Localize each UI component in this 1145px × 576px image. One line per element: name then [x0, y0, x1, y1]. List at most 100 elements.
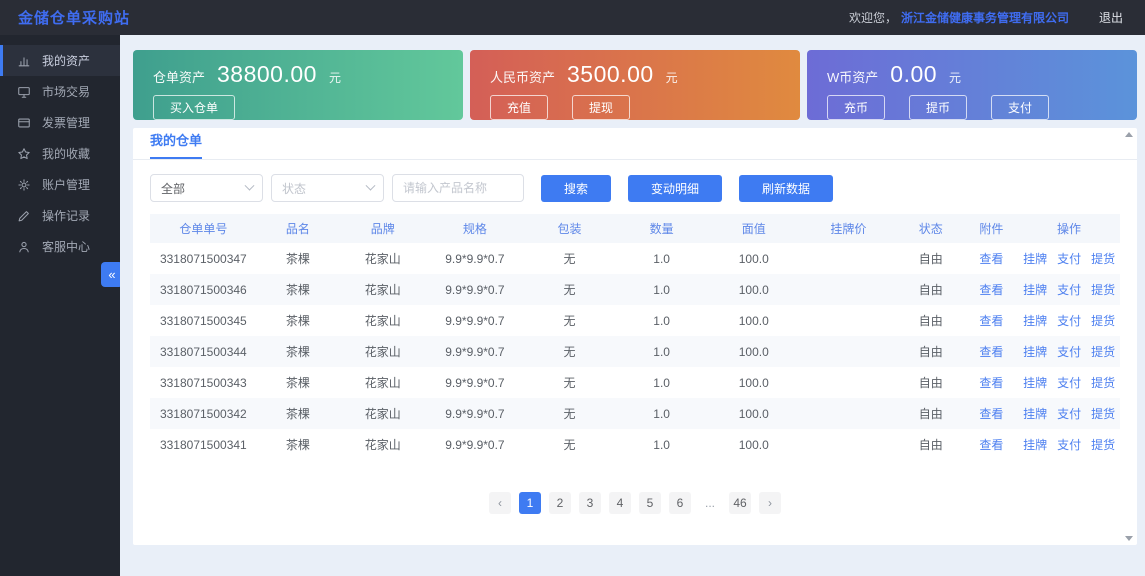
list-link[interactable]: 挂牌: [1023, 314, 1048, 328]
next-page-button[interactable]: ›: [759, 492, 781, 514]
view-attachment-link[interactable]: 查看: [979, 314, 1004, 328]
buy-receipt-button[interactable]: 买入仓单: [153, 95, 236, 120]
cell-qty: 1.0: [653, 344, 670, 359]
pickup-link[interactable]: 提货: [1091, 283, 1116, 297]
cell-name: 茶棵: [285, 314, 310, 328]
prev-page-button[interactable]: ‹: [489, 492, 511, 514]
table-row: 3318071500342 茶棵 花家山 9.9*9.9*0.7 无 1.0 100.0 自由…: [150, 398, 1120, 429]
list-link[interactable]: 挂牌: [1023, 252, 1048, 266]
cell-qty: 1.0: [653, 406, 670, 421]
pay-link[interactable]: 支付: [1057, 345, 1082, 359]
sidebar-item-operation-log[interactable]: 操作记录: [0, 200, 120, 231]
table-row: 3318071500346 茶棵 花家山 9.9*9.9*0.7 无 1.0 100.0 自由…: [150, 274, 1120, 305]
deposit-coin-button[interactable]: 充币: [827, 95, 886, 120]
list-link[interactable]: 挂牌: [1023, 283, 1048, 297]
filter-buttons: 搜索 变动明细 刷新数据: [524, 174, 834, 202]
content-area: 仓单资产 38800.00 元买入仓单 人民币资产 3500.00 元充值 提现 W币资产 0.…: [120, 35, 1145, 576]
page-button-3[interactable]: 3: [579, 492, 601, 514]
cell-pack: 无: [563, 376, 576, 390]
warehouse-receipt-assets-value: 38800.00: [217, 61, 317, 87]
cell-pack: 无: [563, 314, 576, 328]
cell-value: 100.0: [738, 406, 769, 421]
sidebar-item-customer-service[interactable]: 客服中心: [0, 231, 120, 262]
list-link[interactable]: 挂牌: [1023, 376, 1048, 390]
cell-pack: 无: [563, 252, 576, 266]
w-coin-assets-card: W币资产 0.00 元充币 提币 支付: [807, 50, 1137, 120]
scroll-up-icon[interactable]: [1125, 132, 1133, 137]
sidebar-item-my-favorites[interactable]: 我的收藏: [0, 138, 120, 169]
sidebar-item-my-assets[interactable]: 我的资产: [0, 45, 120, 76]
page-button-4[interactable]: 4: [609, 492, 631, 514]
cell-listed_price: [800, 367, 897, 398]
pickup-link[interactable]: 提货: [1091, 407, 1116, 421]
cell-name: 茶棵: [285, 438, 310, 452]
cell-name: 茶棵: [285, 407, 310, 421]
w-coin-assets-buttons: 充币 提币 支付: [827, 95, 1117, 120]
cell-no: 3318071500346: [159, 282, 247, 297]
pay-button[interactable]: 支付: [991, 95, 1050, 120]
pay-link[interactable]: 支付: [1057, 376, 1082, 390]
scroll-down-icon[interactable]: [1125, 536, 1133, 541]
tab-my-receipts[interactable]: 我的仓单: [150, 130, 203, 159]
list-link[interactable]: 挂牌: [1023, 345, 1048, 359]
sidebar-item-invoice-manage[interactable]: 发票管理: [0, 107, 120, 138]
cell-no: 3318071500345: [159, 313, 247, 328]
refresh-data-button[interactable]: 刷新数据: [739, 174, 834, 202]
status-select[interactable]: 状态: [271, 174, 384, 202]
rmb-assets-label: 人民币资产: [490, 70, 556, 85]
panel-scrollbar[interactable]: [1122, 128, 1135, 545]
search-button[interactable]: 搜索: [541, 174, 612, 202]
page-button-6[interactable]: 6: [669, 492, 691, 514]
view-attachment-link[interactable]: 查看: [979, 345, 1004, 359]
pickup-link[interactable]: 提货: [1091, 376, 1116, 390]
table-head: 仓单单号 品名 品牌 规格 包装 数量 面值 挂牌价 状态 附件 操作: [150, 214, 1120, 243]
table-header-cell: 包装: [523, 214, 616, 243]
withdraw-button[interactable]: 提现: [572, 95, 631, 120]
view-attachment-link[interactable]: 查看: [979, 407, 1004, 421]
pickup-link[interactable]: 提货: [1091, 438, 1116, 452]
cell-pack: 无: [563, 438, 576, 452]
page-button-1[interactable]: 1: [519, 492, 541, 514]
category-select[interactable]: 全部: [150, 174, 263, 202]
table-header-cell: 品牌: [339, 214, 427, 243]
pay-link[interactable]: 支付: [1057, 283, 1082, 297]
sidebar-item-market-trade[interactable]: 市场交易: [0, 76, 120, 107]
pay-link[interactable]: 支付: [1057, 407, 1082, 421]
pickup-link[interactable]: 提货: [1091, 345, 1116, 359]
view-attachment-link[interactable]: 查看: [979, 283, 1004, 297]
cell-actions: 挂牌 支付 提货: [1018, 243, 1120, 274]
view-attachment-link[interactable]: 查看: [979, 438, 1004, 452]
cell-status: 自由: [918, 376, 943, 390]
list-link[interactable]: 挂牌: [1023, 438, 1048, 452]
logout-button[interactable]: 退出: [1098, 11, 1123, 25]
cell-attachment: 查看: [965, 243, 1018, 274]
page-button-2[interactable]: 2: [549, 492, 571, 514]
sidebar-item-label: 操作记录: [42, 209, 91, 223]
topbar-user-area: 欢迎您， 浙江金储健康事务管理有限公司 退出: [849, 9, 1123, 26]
sidebar-item-label: 我的资产: [42, 54, 91, 68]
recharge-button[interactable]: 充值: [490, 95, 549, 120]
view-attachment-link[interactable]: 查看: [979, 376, 1004, 390]
cell-status: 自由: [918, 345, 943, 359]
list-link[interactable]: 挂牌: [1023, 407, 1048, 421]
pay-link[interactable]: 支付: [1057, 438, 1082, 452]
view-attachment-link[interactable]: 查看: [979, 252, 1004, 266]
sidebar-item-account-manage[interactable]: 账户管理: [0, 169, 120, 200]
product-name-input[interactable]: [392, 174, 524, 202]
sidebar-collapse-button[interactable]: «: [101, 262, 123, 287]
w-coin-assets-label: W币资产: [827, 70, 879, 85]
withdraw-coin-button[interactable]: 提币: [909, 95, 968, 120]
pickup-link[interactable]: 提货: [1091, 314, 1116, 328]
pickup-link[interactable]: 提货: [1091, 252, 1116, 266]
page-button-46[interactable]: 46: [729, 492, 751, 514]
cell-value: 100.0: [738, 437, 769, 452]
pay-link[interactable]: 支付: [1057, 314, 1082, 328]
table-row: 3318071500347 茶棵 花家山 9.9*9.9*0.7 无 1.0 100.0 自由…: [150, 243, 1120, 274]
rmb-assets-value: 3500.00: [567, 61, 654, 87]
star-icon: [17, 147, 31, 161]
page-button-5[interactable]: 5: [639, 492, 661, 514]
change-detail-button[interactable]: 变动明细: [628, 174, 723, 202]
cell-value: 100.0: [738, 313, 769, 328]
cell-actions: 挂牌 支付 提货: [1018, 398, 1120, 429]
pay-link[interactable]: 支付: [1057, 252, 1082, 266]
